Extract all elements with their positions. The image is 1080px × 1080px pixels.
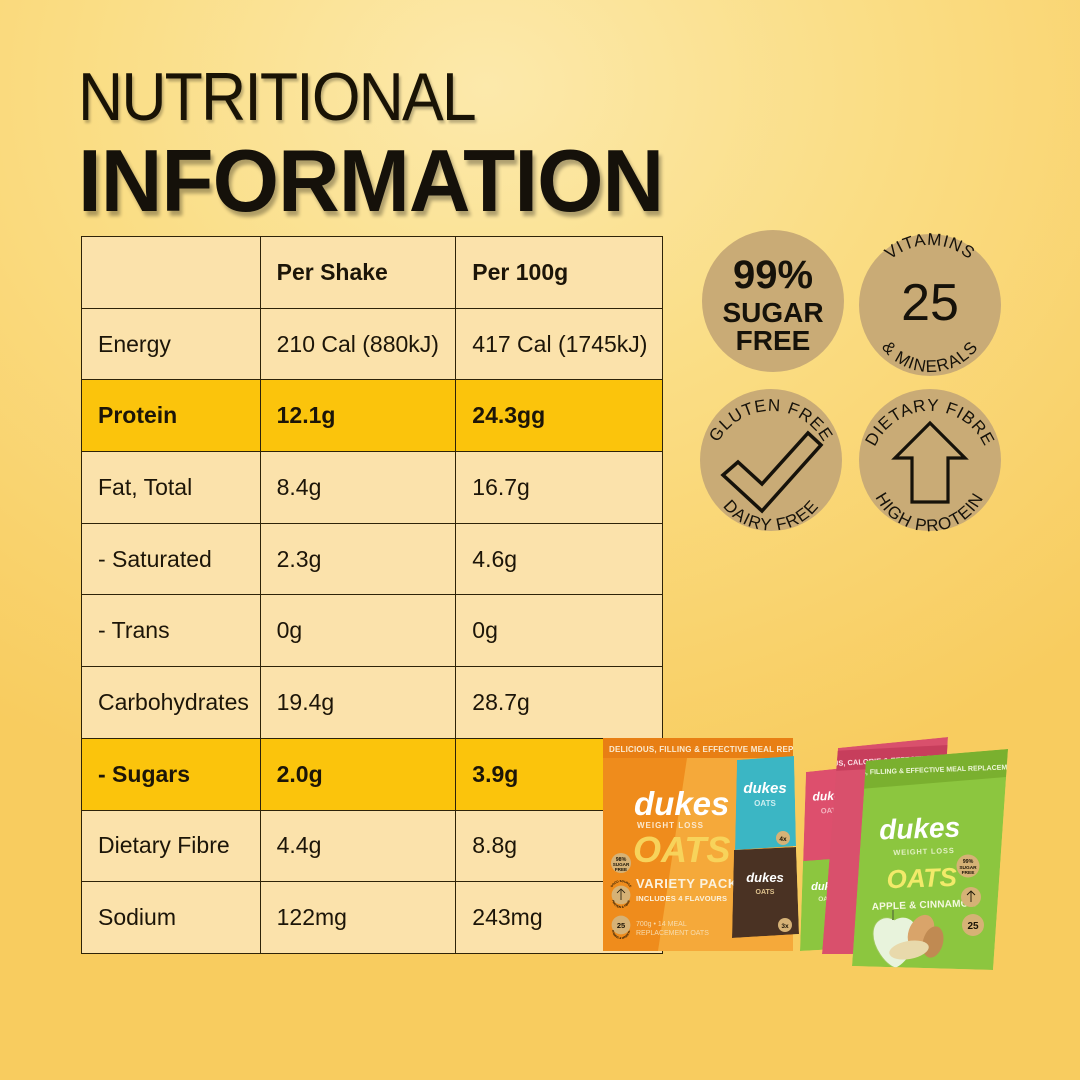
- svg-text:VITAMINS & MINERALS: VITAMINS & MINERALS: [0, 0, 631, 940]
- svg-text:FREE: FREE: [615, 867, 627, 872]
- svg-text:REPLACEMENT OATS: REPLACEMENT OATS: [636, 930, 709, 937]
- svg-text:dukes: dukes: [746, 870, 784, 885]
- svg-text:25: 25: [617, 921, 625, 930]
- svg-text:700g • 14 MEAL: 700g • 14 MEAL: [636, 921, 687, 928]
- svg-text:DELICIOUS, FILLING & EFFECTIVE: DELICIOUS, FILLING & EFFECTIVE MEAL REPL…: [609, 745, 865, 754]
- svg-text:99%: 99%: [963, 859, 974, 865]
- svg-text:dukes: dukes: [879, 812, 961, 846]
- svg-text:4x: 4x: [779, 836, 787, 843]
- svg-text:OATS: OATS: [633, 829, 730, 870]
- svg-text:OATS: OATS: [754, 799, 776, 808]
- svg-text:OATS: OATS: [886, 862, 958, 894]
- svg-text:VARIETY PACK: VARIETY PACK: [636, 876, 738, 891]
- svg-text:OATS: OATS: [756, 889, 775, 896]
- svg-text:INCLUDES 4 FLAVOURS: INCLUDES 4 FLAVOURS: [636, 894, 727, 903]
- svg-text:3x: 3x: [781, 923, 789, 930]
- svg-text:FREE: FREE: [962, 870, 976, 876]
- svg-text:dukes: dukes: [634, 785, 729, 822]
- svg-text:dukes: dukes: [743, 780, 786, 797]
- svg-text:25: 25: [967, 921, 979, 932]
